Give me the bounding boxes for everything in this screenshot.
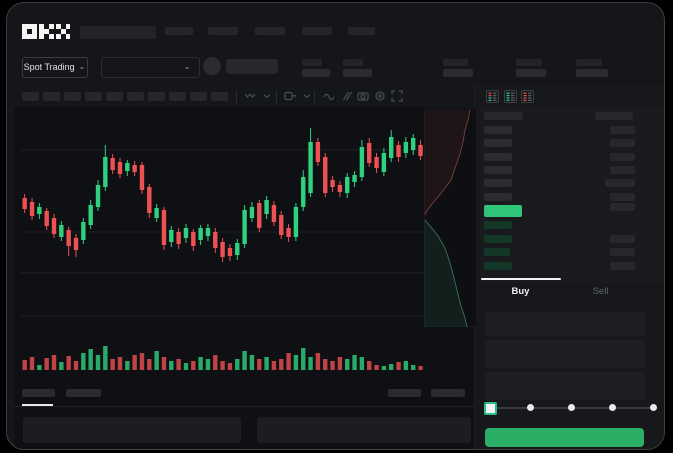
ask-price-placeholder <box>483 178 512 187</box>
bid-amount-placeholder <box>609 247 635 256</box>
nav-item-placeholder[interactable] <box>254 26 285 35</box>
bottom-link-1[interactable] <box>387 388 421 397</box>
chevron-down-icon[interactable] <box>260 89 274 103</box>
ask-price-placeholder <box>483 192 512 201</box>
stat-value-placeholder <box>301 68 330 77</box>
chevron-down-icon: ⌄ <box>78 62 86 71</box>
coin-avatar <box>202 56 221 75</box>
slider-stop-25[interactable] <box>527 403 534 411</box>
indicator-badge-icon[interactable] <box>283 89 297 103</box>
order-input-field-2[interactable] <box>484 339 645 368</box>
toolbar-divider <box>313 89 315 103</box>
stat-label-placeholder <box>442 58 468 66</box>
market-type-selector[interactable]: Spot Trading ⌄ <box>21 56 88 78</box>
timeframe-button[interactable] <box>126 91 144 101</box>
stat-label-placeholder <box>515 58 542 66</box>
ask-amount-placeholder <box>609 165 635 174</box>
toolbar-divider <box>275 89 277 103</box>
bid-price-placeholder <box>483 220 512 229</box>
nav-item-placeholder[interactable] <box>207 26 238 35</box>
bid-price-placeholder <box>483 247 510 256</box>
orderbook-col-header-amount <box>594 111 633 120</box>
nav-item-placeholder[interactable] <box>301 26 332 35</box>
tab-sell[interactable]: Sell <box>592 285 609 297</box>
header-search-placeholder[interactable] <box>79 25 156 39</box>
ask-amount-placeholder <box>609 152 635 161</box>
chevron-down-icon[interactable] <box>300 89 314 103</box>
ask-amount-placeholder <box>609 138 635 147</box>
okx-logo-glyph <box>21 23 70 39</box>
app-window: Spot Trading ⌄ ⌄ Buy Sell <box>6 2 665 450</box>
bottom-tab-2[interactable] <box>65 388 101 397</box>
settings-icon[interactable] <box>373 89 387 103</box>
timeframe-button[interactable] <box>189 91 207 101</box>
stat-value-placeholder <box>342 68 372 77</box>
depth-chart[interactable] <box>423 107 477 327</box>
order-input-field-3[interactable] <box>484 371 645 400</box>
nav-item-placeholder[interactable] <box>347 26 375 35</box>
slider-stop-50[interactable] <box>568 403 575 411</box>
camera-icon[interactable] <box>356 89 370 103</box>
timeframe-button[interactable] <box>210 91 228 101</box>
bottom-panel-2 <box>256 416 471 443</box>
bid-price-placeholder <box>483 234 512 243</box>
bottom-divider <box>13 405 474 407</box>
bid-amount-placeholder <box>609 234 635 243</box>
market-type-label: Spot Trading <box>23 62 75 72</box>
pair-selector-dropdown[interactable]: ⌄ <box>100 56 200 78</box>
ask-price-placeholder <box>483 152 512 161</box>
toolbar-divider <box>235 89 237 103</box>
timeframe-button[interactable] <box>84 91 102 101</box>
bottom-panel-1 <box>22 416 241 443</box>
timeframe-button[interactable] <box>63 91 81 101</box>
bid-price-placeholder <box>483 261 512 270</box>
book-both-icon[interactable] <box>485 89 499 103</box>
stat-label-placeholder <box>575 58 602 66</box>
ask-price-placeholder <box>483 165 512 174</box>
stat-value-placeholder <box>515 68 546 77</box>
timeframe-button[interactable] <box>105 91 123 101</box>
candlestick-chart[interactable] <box>19 108 425 372</box>
ask-price-placeholder <box>483 138 512 147</box>
slider-handle[interactable] <box>483 401 497 415</box>
slider-stop-75[interactable] <box>609 403 616 411</box>
bottom-tab-1[interactable] <box>21 388 55 397</box>
double-chevron-icon[interactable] <box>243 89 257 103</box>
draw-tools-icon[interactable] <box>339 89 353 103</box>
ask-amount-placeholder <box>609 192 635 201</box>
active-tab-indicator <box>480 277 561 280</box>
okx-logo[interactable] <box>21 23 70 40</box>
stat-label-placeholder <box>301 58 322 66</box>
timeframe-button[interactable] <box>147 91 165 101</box>
chevron-down-icon: ⌄ <box>183 62 191 71</box>
ask-amount-placeholder <box>609 202 635 211</box>
stat-value-placeholder <box>442 68 473 77</box>
bottom-active-tab-underline <box>21 403 53 406</box>
fullscreen-icon[interactable] <box>390 89 404 103</box>
line-chart-icon[interactable] <box>322 89 336 103</box>
ask-amount-placeholder <box>604 178 635 187</box>
last-price-indicator[interactable] <box>483 204 522 217</box>
stat-value-placeholder <box>575 68 608 77</box>
bottom-link-2[interactable] <box>430 388 465 397</box>
pair-name-placeholder <box>225 58 278 74</box>
slider-stop-100[interactable] <box>650 403 657 411</box>
ask-amount-placeholder <box>609 125 635 134</box>
tab-buy[interactable]: Buy <box>511 285 530 297</box>
nav-item-placeholder[interactable] <box>164 26 193 35</box>
orderbook-col-header-price <box>483 111 523 120</box>
order-input-field-1[interactable] <box>484 311 645 336</box>
ask-price-placeholder <box>483 125 512 134</box>
stat-label-placeholder <box>342 58 363 66</box>
timeframe-button[interactable] <box>42 91 60 101</box>
timeframe-button[interactable] <box>21 91 39 101</box>
timeframe-button[interactable] <box>168 91 186 101</box>
book-asks-icon[interactable] <box>520 89 534 103</box>
book-bids-icon[interactable] <box>503 89 517 103</box>
bid-amount-placeholder <box>609 261 635 270</box>
buy-submit-button[interactable] <box>484 427 644 447</box>
